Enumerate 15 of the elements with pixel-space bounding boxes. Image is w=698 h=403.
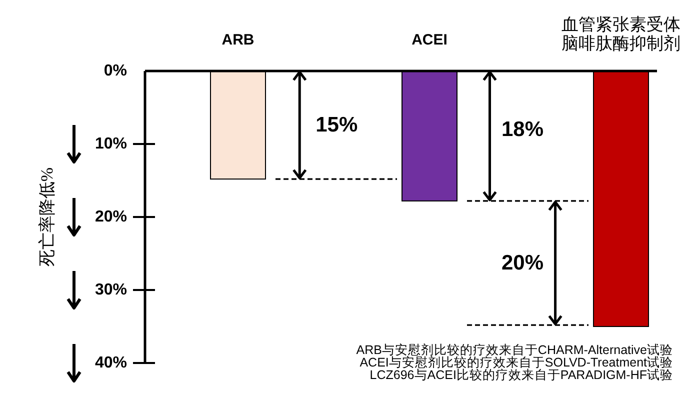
y-tick-label: 0% [104,62,127,80]
x-tick-label: ACEI [412,31,448,48]
x-tick-label: ARB [222,31,254,48]
y-tick-label: 20% [94,208,127,226]
x-tick-label: 血管紧张素受体脑啡肽酶抑制剂 [562,14,680,53]
y-tick-label: 30% [94,282,127,298]
annotation: ACEI与安慰剂比较的疗效来自于SOLVD-Treatment试验 [360,354,673,370]
annotation: 15% [316,114,358,137]
text: LCZ696与ACEI比较的疗效来自于PARADIGM-HF试验 [370,368,673,382]
annotation: 20% [502,251,544,274]
y-tick-label: 40% [94,354,127,372]
y-axis-title: 死亡率降低% [38,167,56,267]
annotation: ARB与安慰剂比较的疗效来自于CHARM-Alternative试验 [356,342,673,357]
y-tick-label: 10% [94,136,127,152]
annotation: 18% [502,118,544,141]
